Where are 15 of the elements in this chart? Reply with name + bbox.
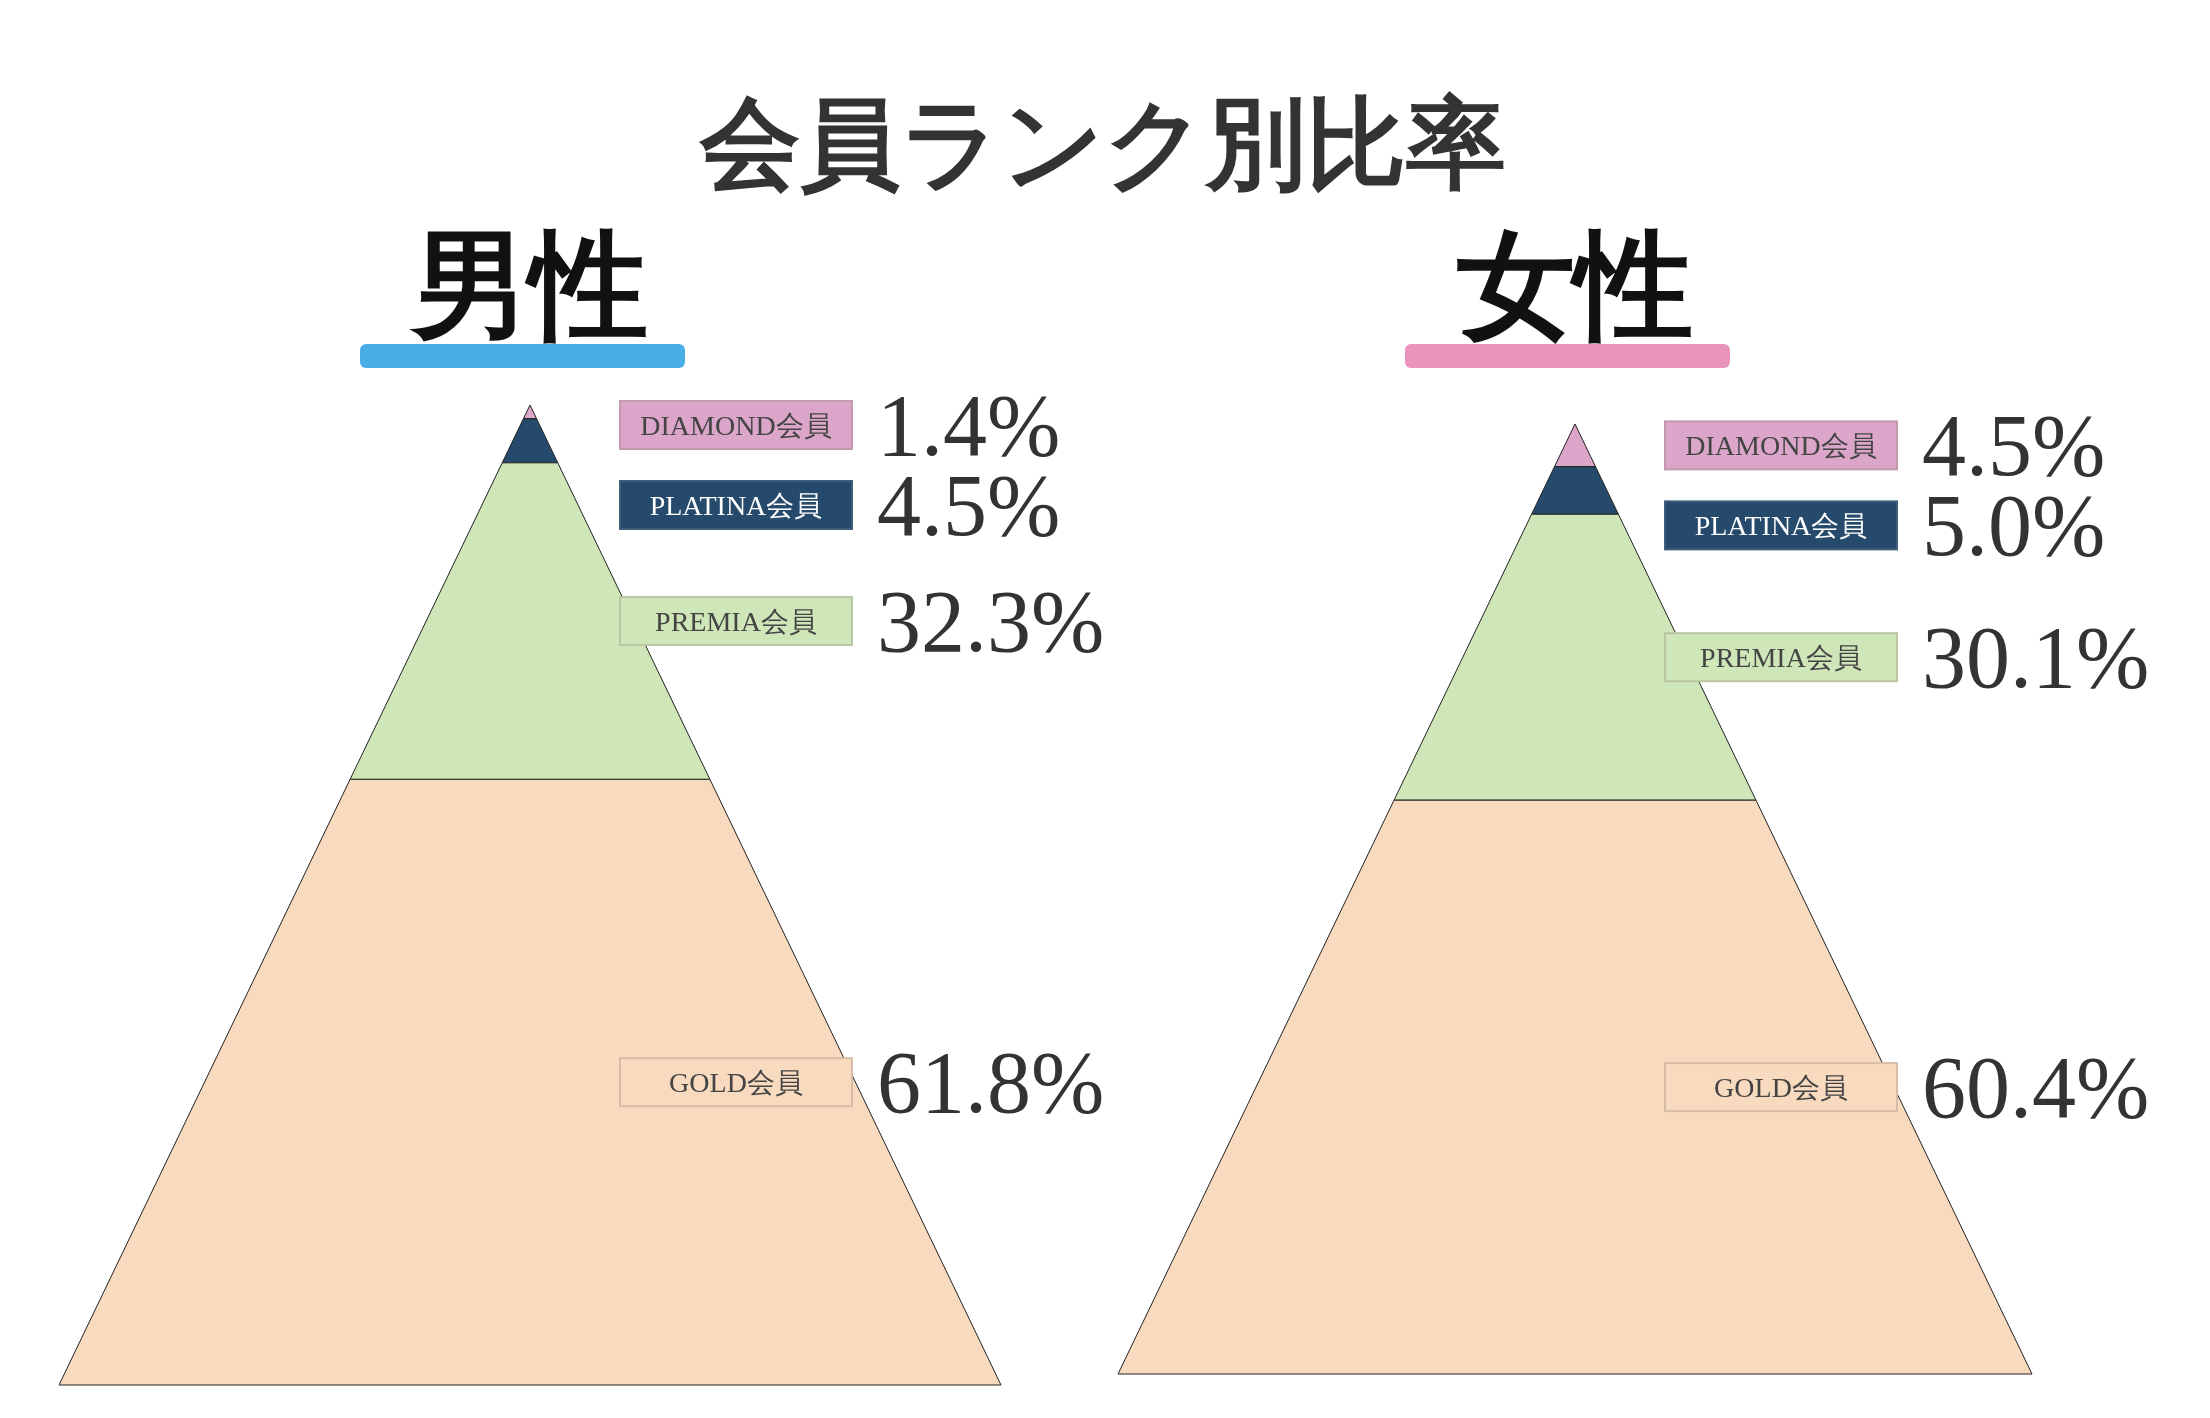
category-label: PLATINA会員 <box>1694 510 1868 542</box>
category-label: PREMIA会員 <box>1700 642 1862 674</box>
category-label: GOLD会員 <box>1714 1072 1848 1104</box>
text: 会員ランク別比率 <box>698 85 1506 202</box>
data-label: 32.3% <box>877 573 1105 671</box>
data-label: 61.8% <box>877 1034 1105 1132</box>
text: 男性 <box>409 221 648 352</box>
category-label: PREMIA会員 <box>655 606 817 638</box>
text: 女性 <box>1457 221 1693 352</box>
category-label: GOLD会員 <box>669 1067 803 1099</box>
data-label: 30.1% <box>1922 609 2150 707</box>
data-label: 60.4% <box>1922 1039 2150 1137</box>
category-label: DIAMOND会員 <box>640 410 832 441</box>
category-label: PLATINA会員 <box>649 490 823 521</box>
category-label: DIAMOND会員 <box>1685 430 1877 462</box>
